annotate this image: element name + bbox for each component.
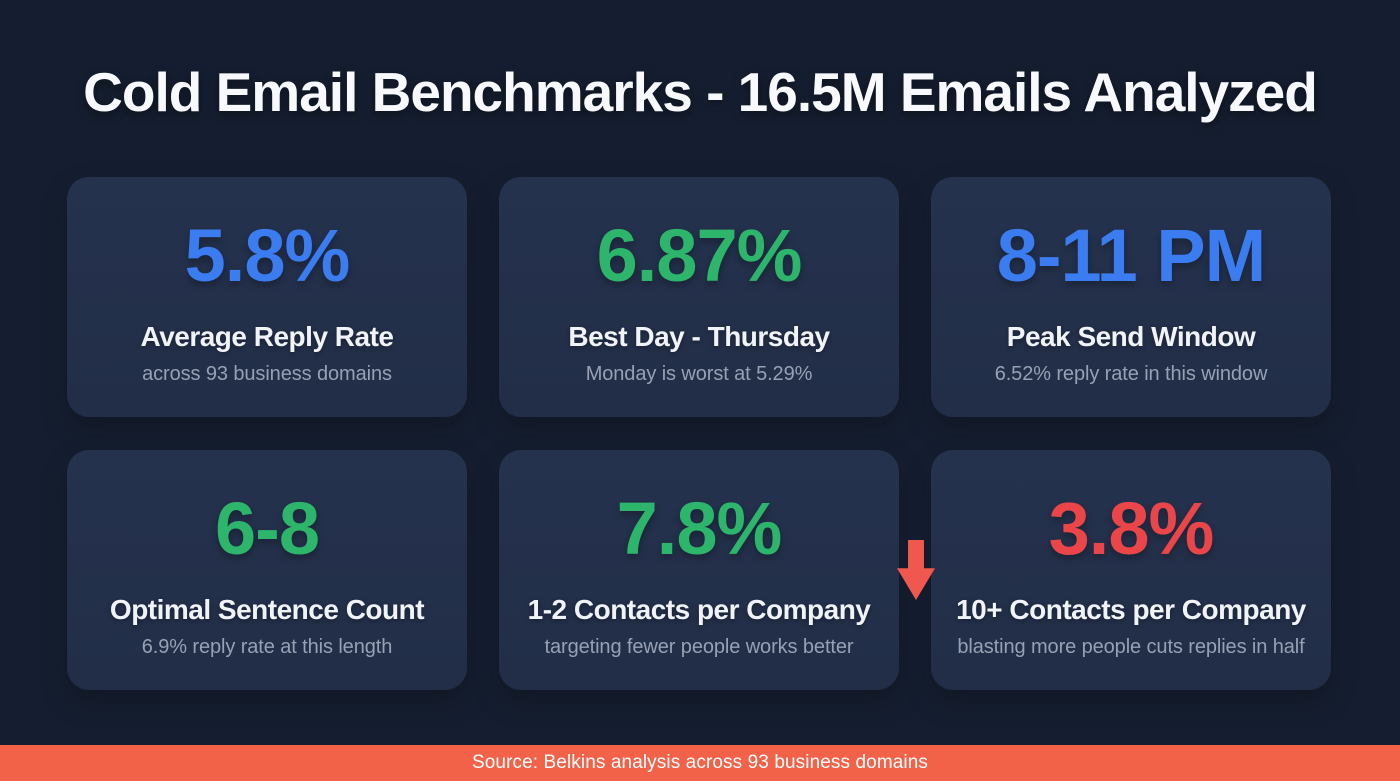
stat-value: 8-11 PM [996,214,1267,297]
stat-note: 6.52% reply rate in this window [994,363,1268,385]
stat-note: across 93 business domains [142,363,392,385]
stat-label: Optimal Sentence Count [109,594,425,625]
stat-card-optimal-sentence-count: 6-8 Optimal Sentence Count 6.9% reply ra… [67,450,467,690]
stat-value: 6-8 [215,487,320,570]
page-title: Cold Email Benchmarks - 16.5M Emails Ana… [83,61,1318,123]
stat-note: 6.9% reply rate at this length [141,636,393,658]
source-bar: Source: Belkins analysis across 93 busin… [0,745,1400,781]
stat-card-peak-send-window: 8-11 PM Peak Send Window 6.52% reply rat… [931,177,1331,417]
stat-label: 10+ Contacts per Company [956,594,1306,625]
stat-note: Monday is worst at 5.29% [585,363,813,385]
stat-label: Average Reply Rate [140,321,394,352]
stat-label: Best Day - Thursday [568,321,830,352]
stat-value: 5.8% [184,214,351,297]
stat-label: Peak Send Window [1006,321,1256,352]
stat-card-average-reply-rate: 5.8% Average Reply Rate across 93 busine… [67,177,467,417]
stat-value: 3.8% [1048,487,1215,570]
stat-label: 1-2 Contacts per Company [527,594,871,625]
stat-card-best-day: 6.87% Best Day - Thursday Monday is wors… [499,177,899,417]
stat-value: 6.87% [596,214,803,297]
stat-note: targeting fewer people works better [544,636,854,658]
stat-card-10-plus-contacts: 3.8% 10+ Contacts per Company blasting m… [931,450,1331,690]
stat-card-1-2-contacts: 7.8% 1-2 Contacts per Company targeting … [499,450,899,690]
stats-grid: 5.8% Average Reply Rate across 93 busine… [67,177,1331,690]
source-text: Source: Belkins analysis across 93 busin… [471,752,929,773]
stat-note: blasting more people cuts replies in hal… [957,636,1305,658]
stat-value: 7.8% [616,487,783,570]
